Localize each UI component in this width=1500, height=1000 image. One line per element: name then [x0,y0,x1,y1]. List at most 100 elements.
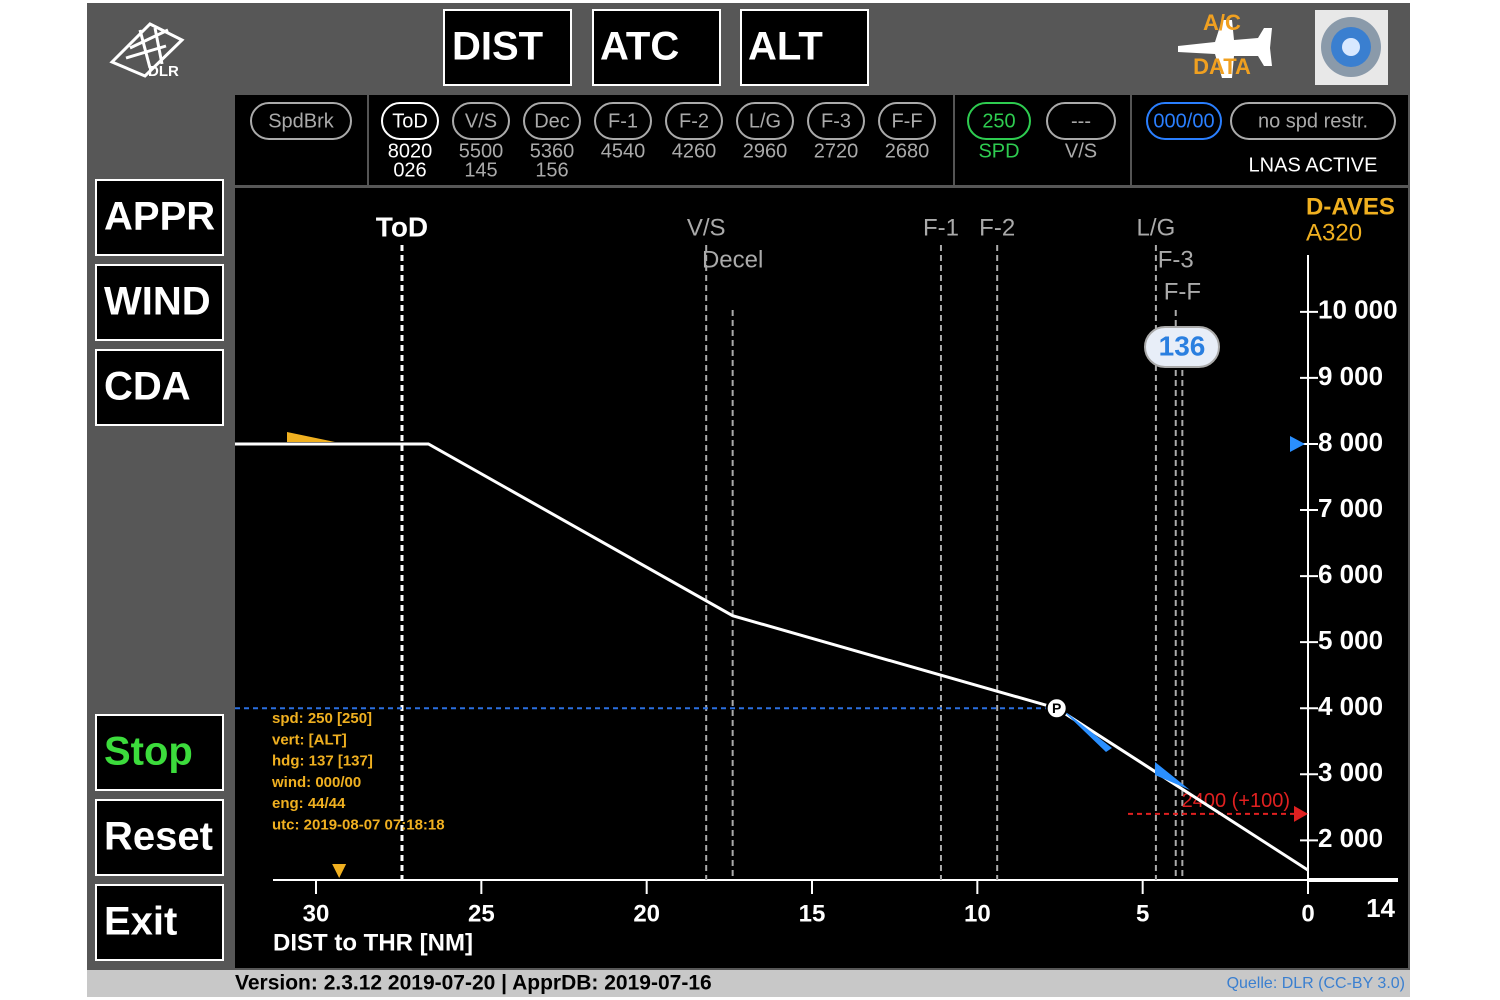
waypoint-pill[interactable] [381,102,439,140]
cda-button[interactable] [95,349,224,426]
waypoint-alt: 4540 [601,140,646,162]
waypoint-label: L/G [749,110,781,132]
speed-unit: SPD [978,140,1019,162]
waypoint-pill[interactable] [878,102,936,140]
y-tick-label: 8 000 [1318,427,1383,457]
x-axis-title: DIST to THR [NM] [273,929,473,956]
top-buttons: DIST ATC ALT [443,9,869,86]
marker-label: L/G [1137,214,1176,241]
waypoint-pill[interactable] [807,102,865,140]
waypoint-pill[interactable] [736,102,794,140]
ac-label: A/C [1203,10,1241,35]
waypoint-alt: 4260 [672,140,717,162]
y-tick-label: 2 000 [1318,823,1383,853]
y-tick-label: 5 000 [1318,625,1383,655]
vs-unit: V/S [1065,140,1097,162]
position-marker [1045,697,1068,720]
speed-label: 250 [982,110,1015,132]
wind-label: WIND [104,280,211,324]
speed-bubble-label: 136 [1159,330,1206,361]
restriction-label: no spd restr. [1258,110,1368,132]
y-tick-label: 10 000 [1318,295,1398,325]
guidance-wedge [1058,706,1112,752]
info-line: spd: 250 [250] [272,710,372,727]
profile-panel [235,188,1408,968]
x-tick-label: 30 [303,900,330,927]
yellow-marker [332,864,347,878]
footer-bar [87,970,1410,997]
y-tick-label: 7 000 [1318,493,1383,523]
waypoint-dist: 026 [393,159,426,181]
marker-label: ToD [376,211,428,242]
atc-button[interactable] [592,9,721,86]
callsign: D-AVES [1306,193,1395,220]
stop-button[interactable] [95,714,224,791]
marker-label: F-1 [923,214,959,241]
dist-label: DIST [452,25,543,69]
waypoint-label: F-F [891,110,922,132]
waypoint-alt: 2960 [743,140,788,162]
spdbrk-label: SpdBrk [268,110,335,132]
restriction-pill[interactable] [1230,102,1396,140]
waypoint-alt: 5360 [530,140,575,162]
speed-pill[interactable] [967,102,1031,140]
waypoint-alt: 8020 [388,140,433,162]
side-buttons: APPR WIND CDA Stop Reset Exit [95,179,224,961]
dist-button[interactable] [443,9,572,86]
cda-label: CDA [104,365,191,409]
waypoint-alt: 2680 [885,140,930,162]
atc-label: ATC [600,25,679,69]
stop-label: Stop [104,730,193,774]
reset-button[interactable] [95,799,224,876]
spdbrk-pill[interactable] [250,102,352,140]
alt-button[interactable] [740,9,869,86]
status-separators [367,95,1132,185]
credit-text: Quelle: DLR (CC-BY 3.0) [1227,975,1405,992]
waypoint-pill[interactable] [594,102,652,140]
logo-text: DLR [148,63,179,80]
aircraft-type: A320 [1306,219,1362,246]
marker-label: F-3 [1158,246,1194,273]
y-tick-label: 3 000 [1318,757,1383,787]
waypoint-alt: 5500 [459,140,504,162]
waypoint-pill[interactable] [665,102,723,140]
settings-icon[interactable] [1315,10,1388,85]
guidance-wedge [1155,762,1190,790]
x-tick-label: 20 [633,900,660,927]
waypoint-pill[interactable] [452,102,510,140]
info-line: eng: 44/44 [272,795,346,812]
level-flag [287,431,335,442]
target-altitude [1290,435,1305,452]
exit-button[interactable] [95,884,224,961]
wind-pill[interactable] [1146,102,1222,140]
x-tick-label: 10 [964,900,991,927]
waypoint-label: F-1 [608,110,638,132]
version-text: Version: 2.3.12 2019-07-20 | ApprDB: 201… [235,972,712,995]
vs-pill[interactable] [1046,102,1116,140]
x-tick-label: 0 [1301,900,1314,927]
wind-button[interactable] [95,264,224,341]
logo-icon [109,22,185,78]
marker-label: V/S [687,214,726,241]
waypoint-label: F-2 [679,110,709,132]
reset-label: Reset [104,815,213,859]
data-label: DATA [1193,54,1251,79]
waypoint-label: F-3 [821,110,851,132]
mode-text: LNAS ACTIVE [1249,154,1378,176]
waypoint-pill[interactable] [523,102,581,140]
marker-label: Decel [702,246,763,273]
waypoint-alt: 2720 [814,140,859,162]
constraint-label: 2400 (+100) [1182,790,1290,812]
waypoint-dist: 156 [535,159,568,181]
aircraft-icon[interactable] [1178,20,1272,78]
profile-line [235,442,1309,872]
speed-bubble [1144,326,1220,368]
appr-button[interactable] [95,179,224,256]
range-value: 14 [1366,893,1395,923]
marker-label: F-2 [979,214,1015,241]
waypoint-label: V/S [465,110,497,132]
wind-label: 000/00 [1153,110,1214,132]
x-tick-label: 5 [1136,900,1149,927]
